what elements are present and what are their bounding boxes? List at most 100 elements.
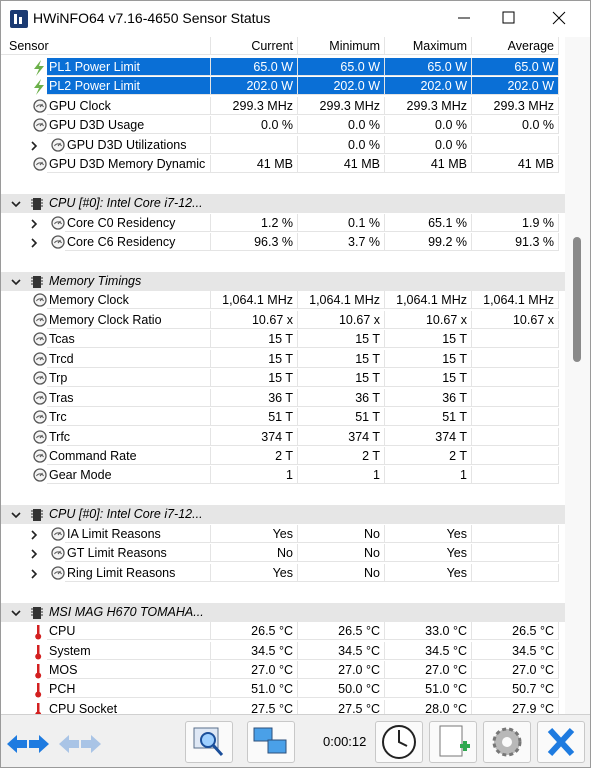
sensor-value: 34.5 °C xyxy=(211,641,298,660)
nav-back-forward[interactable] xyxy=(5,729,55,759)
sensor-label: Command Rate xyxy=(47,447,211,465)
sensor-value: 10.67 x xyxy=(211,310,298,329)
sensor-value: 65.1 % xyxy=(385,213,472,232)
sensor-row[interactable]: Tras 36 T 36 T 36 T xyxy=(1,388,565,408)
sensor-row[interactable]: Ring Limit Reasons Yes No Yes xyxy=(1,563,565,583)
app-icon xyxy=(10,10,28,28)
gauge-icon xyxy=(51,138,65,154)
sensor-value: 299.3 MHz xyxy=(211,96,298,115)
sensor-row[interactable]: System 34.5 °C 34.5 °C 34.5 °C 34.5 °C xyxy=(1,641,565,661)
sensor-value: 3.7 % xyxy=(298,233,385,252)
expander[interactable] xyxy=(11,198,21,212)
sensor-row[interactable]: Trcd 15 T 15 T 15 T xyxy=(1,349,565,369)
group-title: MSI MAG H670 TOMAHA... xyxy=(49,604,204,619)
sensor-value: 51 T xyxy=(211,408,298,427)
sensor-row[interactable]: CPU 26.5 °C 26.5 °C 33.0 °C 26.5 °C xyxy=(1,622,565,641)
sensor-value: 36 T xyxy=(298,388,385,407)
sensor-row[interactable]: MOS 27.0 °C 27.0 °C 27.0 °C 27.0 °C xyxy=(1,660,565,680)
toolbar: 0:00:12 xyxy=(1,714,590,767)
sensor-value: 2 T xyxy=(298,447,385,465)
sensor-value: 65.0 W xyxy=(472,58,559,76)
sensor-row[interactable]: Memory Clock 1,064.1 MHz 1,064.1 MHz 1,064.… xyxy=(1,291,565,310)
network-button[interactable] xyxy=(247,721,295,763)
chip-icon xyxy=(31,274,43,290)
expander[interactable] xyxy=(29,237,39,251)
sensor-row[interactable]: CPU Socket 27.5 °C 27.5 °C 28.0 °C 27.9 °C xyxy=(1,699,565,714)
sensor-row[interactable]: IA Limit Reasons Yes No Yes xyxy=(1,524,565,544)
sensor-row[interactable]: Trfc 374 T 374 T 374 T xyxy=(1,427,565,447)
scrollbar[interactable] xyxy=(565,37,590,714)
chip-icon xyxy=(31,605,43,621)
sensor-row[interactable]: GT Limit Reasons No No Yes xyxy=(1,544,565,563)
expander[interactable] xyxy=(11,276,21,290)
sensor-value: 202.0 W xyxy=(472,77,559,96)
sensor-row[interactable]: GPU D3D Usage 0.0 % 0.0 % 0.0 % 0.0 % xyxy=(1,116,565,135)
close-button[interactable] xyxy=(537,721,585,763)
clock-button[interactable] xyxy=(375,721,423,763)
sensor-row[interactable]: Gear Mode 1 1 1 xyxy=(1,466,565,485)
expander[interactable] xyxy=(29,568,39,582)
expander[interactable] xyxy=(11,607,21,621)
expander[interactable] xyxy=(29,548,39,562)
temp-icon xyxy=(33,702,43,714)
sensor-row[interactable]: PCH 51.0 °C 50.0 °C 51.0 °C 50.7 °C xyxy=(1,680,565,699)
sensor-value: 299.3 MHz xyxy=(385,96,472,115)
sensor-row[interactable]: PL1 Power Limit 65.0 W 65.0 W 65.0 W 65.0 W xyxy=(1,58,565,77)
sensor-label: Trc xyxy=(47,408,211,427)
sensor-value: 15 T xyxy=(211,349,298,368)
sensor-row[interactable]: Core C6 Residency 96.3 % 3.7 % 99.2 % 91.3 % xyxy=(1,233,565,252)
expander[interactable] xyxy=(29,140,39,154)
sensor-label: PL2 Power Limit xyxy=(47,77,211,96)
sensor-select-button[interactable] xyxy=(185,721,233,763)
sensor-row[interactable]: GPU D3D Utilizations 0.0 % 0.0 % xyxy=(1,135,565,155)
sensor-row[interactable]: GPU D3D Memory Dynamic 41 MB 41 MB 41 MB 41 … xyxy=(1,155,565,174)
window-controls[interactable] xyxy=(450,1,590,35)
settings-button[interactable] xyxy=(483,721,531,763)
sensor-row[interactable]: Trc 51 T 51 T 51 T xyxy=(1,408,565,427)
gauge-icon xyxy=(33,332,47,348)
expander[interactable] xyxy=(11,509,21,523)
group-title: Memory Timings xyxy=(49,273,142,288)
sensor-value: 99.2 % xyxy=(385,233,472,252)
title-bar: HWiNFO64 v7.16-4650 Sensor Status xyxy=(1,1,590,35)
sensor-value: 34.5 °C xyxy=(298,641,385,660)
sensor-value xyxy=(472,369,559,388)
sensor-value: 0.1 % xyxy=(298,213,385,232)
sensor-value: 202.0 W xyxy=(298,77,385,96)
sensor-row[interactable]: GPU Clock 299.3 MHz 299.3 MHz 299.3 MHz 299.… xyxy=(1,96,565,116)
column-header: Average xyxy=(472,37,559,55)
sensor-row[interactable]: PL2 Power Limit 202.0 W 202.0 W 202.0 W 202.… xyxy=(1,77,565,96)
sensor-label: IA Limit Reasons xyxy=(65,524,211,543)
sensor-label: Tcas xyxy=(47,330,211,349)
sensor-value: Yes xyxy=(385,544,472,563)
expander[interactable] xyxy=(29,218,39,232)
sensor-value: 15 T xyxy=(298,369,385,388)
expander[interactable] xyxy=(29,529,39,543)
nav-disabled[interactable] xyxy=(57,729,107,759)
gauge-icon xyxy=(33,429,47,446)
sensor-value: Yes xyxy=(385,563,472,582)
gauge-icon xyxy=(51,215,65,232)
scroll-thumb[interactable] xyxy=(573,237,581,362)
sensor-label: System xyxy=(47,641,211,660)
sensor-value: 50.0 °C xyxy=(298,680,385,699)
sensor-row[interactable]: Core C0 Residency 1.2 % 0.1 % 65.1 % 1.9 % xyxy=(1,213,565,233)
sensor-row[interactable]: Tcas 15 T 15 T 15 T xyxy=(1,330,565,349)
sensor-value: Yes xyxy=(385,524,472,543)
sensor-value: 1 xyxy=(211,466,298,485)
sensor-value xyxy=(472,408,559,427)
report-button[interactable] xyxy=(429,721,477,763)
sensor-value: 96.3 % xyxy=(211,233,298,252)
sensor-value: 65.0 W xyxy=(385,58,472,76)
sensor-label: Tras xyxy=(47,388,211,407)
sensor-row[interactable]: Trp 15 T 15 T 15 T xyxy=(1,369,565,388)
sensor-value: 51 T xyxy=(298,408,385,427)
sensor-value: Yes xyxy=(211,563,298,582)
sensor-value: 374 T xyxy=(211,427,298,446)
sensor-label: Gear Mode xyxy=(47,466,211,485)
sensor-value: 374 T xyxy=(385,427,472,446)
sensor-value: 2 T xyxy=(385,447,472,465)
sensor-value: 27.0 °C xyxy=(472,660,559,679)
